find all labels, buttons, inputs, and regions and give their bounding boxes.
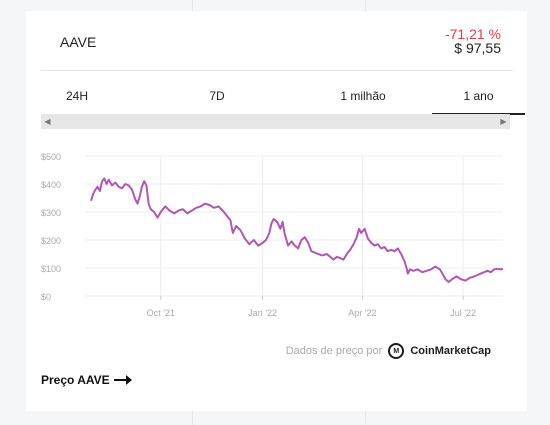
price-change: -71,21 % <box>444 26 501 42</box>
tab-label: 1 ano <box>463 89 494 103</box>
tab-label: 1 milhão <box>340 89 386 103</box>
coinmarketcap-logo-icon: M <box>388 343 405 359</box>
time-range-tabs: 24H 7D 1 milhão 1 ano <box>41 81 525 115</box>
y-tick-label: $100 <box>41 264 61 274</box>
arrow-left-icon[interactable]: ◀ <box>44 117 51 126</box>
coin-symbol: AAVE <box>60 34 97 50</box>
arrow-right-icon <box>113 375 132 385</box>
x-tick-label: Oct '21 <box>147 308 175 318</box>
tab-1y[interactable]: 1 ano <box>432 81 525 115</box>
attribution-text: Dados de preço por <box>285 345 383 357</box>
x-tick-label: Apr '22 <box>348 308 376 318</box>
price-line-chart: $0 $100 $200 $300 $400 $500 Oct '21 Jan '22 Apr … <box>41 152 504 318</box>
divider <box>41 70 513 71</box>
y-tick-label: $0 <box>41 292 51 302</box>
current-price: $ 97,55 <box>454 40 501 56</box>
data-attribution: Dados de preço por M CoinMarketCap <box>286 342 491 360</box>
arrow-right-icon[interactable]: ▶ <box>500 117 507 126</box>
price-chart-card: AAVE -71,21 % $ 97,55 24H 7D 1 milhão 1 … <box>26 11 527 411</box>
x-tick-label: Jul '22 <box>450 308 476 318</box>
tab-1m[interactable]: 1 milhão <box>318 81 408 113</box>
coin-header: AAVE -71,21 % $ 97,55 <box>26 11 527 71</box>
coin-price-link-label: Preço AAVE <box>41 373 110 387</box>
tab-7d[interactable]: 7D <box>191 81 243 113</box>
y-tick-label: $300 <box>41 208 61 218</box>
y-tick-label: $200 <box>41 236 61 246</box>
x-tick-label: Jan '22 <box>248 308 277 318</box>
tab-label: 7D <box>209 89 225 103</box>
price-series-line <box>90 177 504 283</box>
y-tick-label: $400 <box>41 180 61 190</box>
coin-price-link[interactable]: Preço AAVE <box>41 373 132 387</box>
coinmarketcap-brand: CoinMarketCap <box>410 345 491 357</box>
tab-24h[interactable]: 24H <box>66 81 88 113</box>
chart-scrollbar[interactable]: ◀ ▶ <box>41 114 510 129</box>
tab-label: 24H <box>66 89 89 103</box>
y-tick-label: $500 <box>41 152 61 162</box>
